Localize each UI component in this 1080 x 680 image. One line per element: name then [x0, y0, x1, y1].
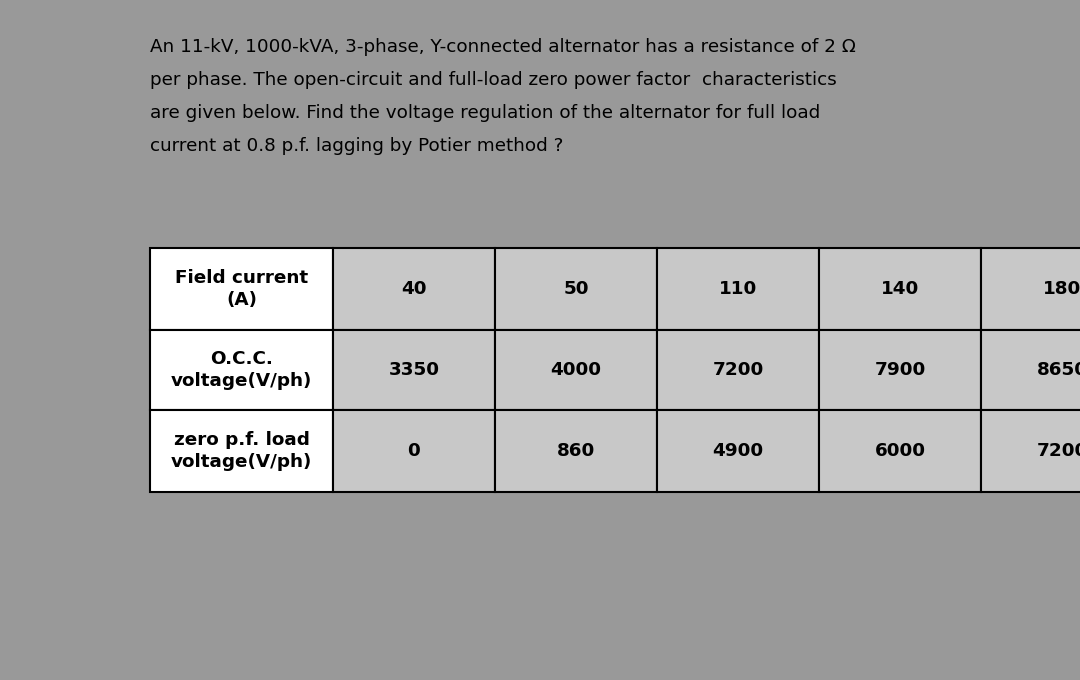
Bar	[333, 330, 495, 410]
Text: 140: 140	[881, 280, 919, 298]
Bar	[150, 248, 333, 330]
Text: 50: 50	[564, 280, 589, 298]
Bar	[657, 248, 819, 330]
Bar	[495, 330, 657, 410]
Bar	[495, 248, 657, 330]
Bar	[981, 330, 1080, 410]
Text: An 11-kV, 1000-kVA, 3-phase, Y-connected alternator has a resistance of 2 Ω: An 11-kV, 1000-kVA, 3-phase, Y-connected…	[150, 38, 855, 56]
Bar	[819, 248, 981, 330]
Text: are given below. Find the voltage regulation of the alternator for full load: are given below. Find the voltage regula…	[150, 104, 820, 122]
Text: 4000: 4000	[551, 361, 602, 379]
Bar	[495, 410, 657, 492]
Text: 6000: 6000	[875, 442, 926, 460]
Bar	[150, 410, 333, 492]
Bar	[657, 410, 819, 492]
Text: zero p.f. load
voltage(V/ph): zero p.f. load voltage(V/ph)	[171, 430, 312, 471]
Text: 7200: 7200	[1037, 442, 1080, 460]
Bar	[981, 410, 1080, 492]
Bar	[819, 330, 981, 410]
Text: Field current
(A): Field current (A)	[175, 269, 308, 309]
Text: 110: 110	[719, 280, 757, 298]
Text: per phase. The open-circuit and full-load zero power factor  characteristics: per phase. The open-circuit and full-loa…	[150, 71, 837, 89]
Bar	[657, 330, 819, 410]
Text: 3350: 3350	[389, 361, 440, 379]
Bar	[150, 330, 333, 410]
Text: 7900: 7900	[875, 361, 926, 379]
Text: current at 0.8 p.f. lagging by Potier method ?: current at 0.8 p.f. lagging by Potier me…	[150, 137, 564, 155]
Bar	[981, 248, 1080, 330]
Text: 8650: 8650	[1037, 361, 1080, 379]
Bar	[333, 410, 495, 492]
Bar	[819, 410, 981, 492]
Text: 7200: 7200	[713, 361, 764, 379]
Text: 180: 180	[1043, 280, 1080, 298]
Bar	[333, 248, 495, 330]
Text: 860: 860	[557, 442, 595, 460]
Text: O.C.C.
voltage(V/ph): O.C.C. voltage(V/ph)	[171, 350, 312, 390]
Text: 40: 40	[402, 280, 427, 298]
Text: 0: 0	[407, 442, 420, 460]
Text: 4900: 4900	[713, 442, 764, 460]
